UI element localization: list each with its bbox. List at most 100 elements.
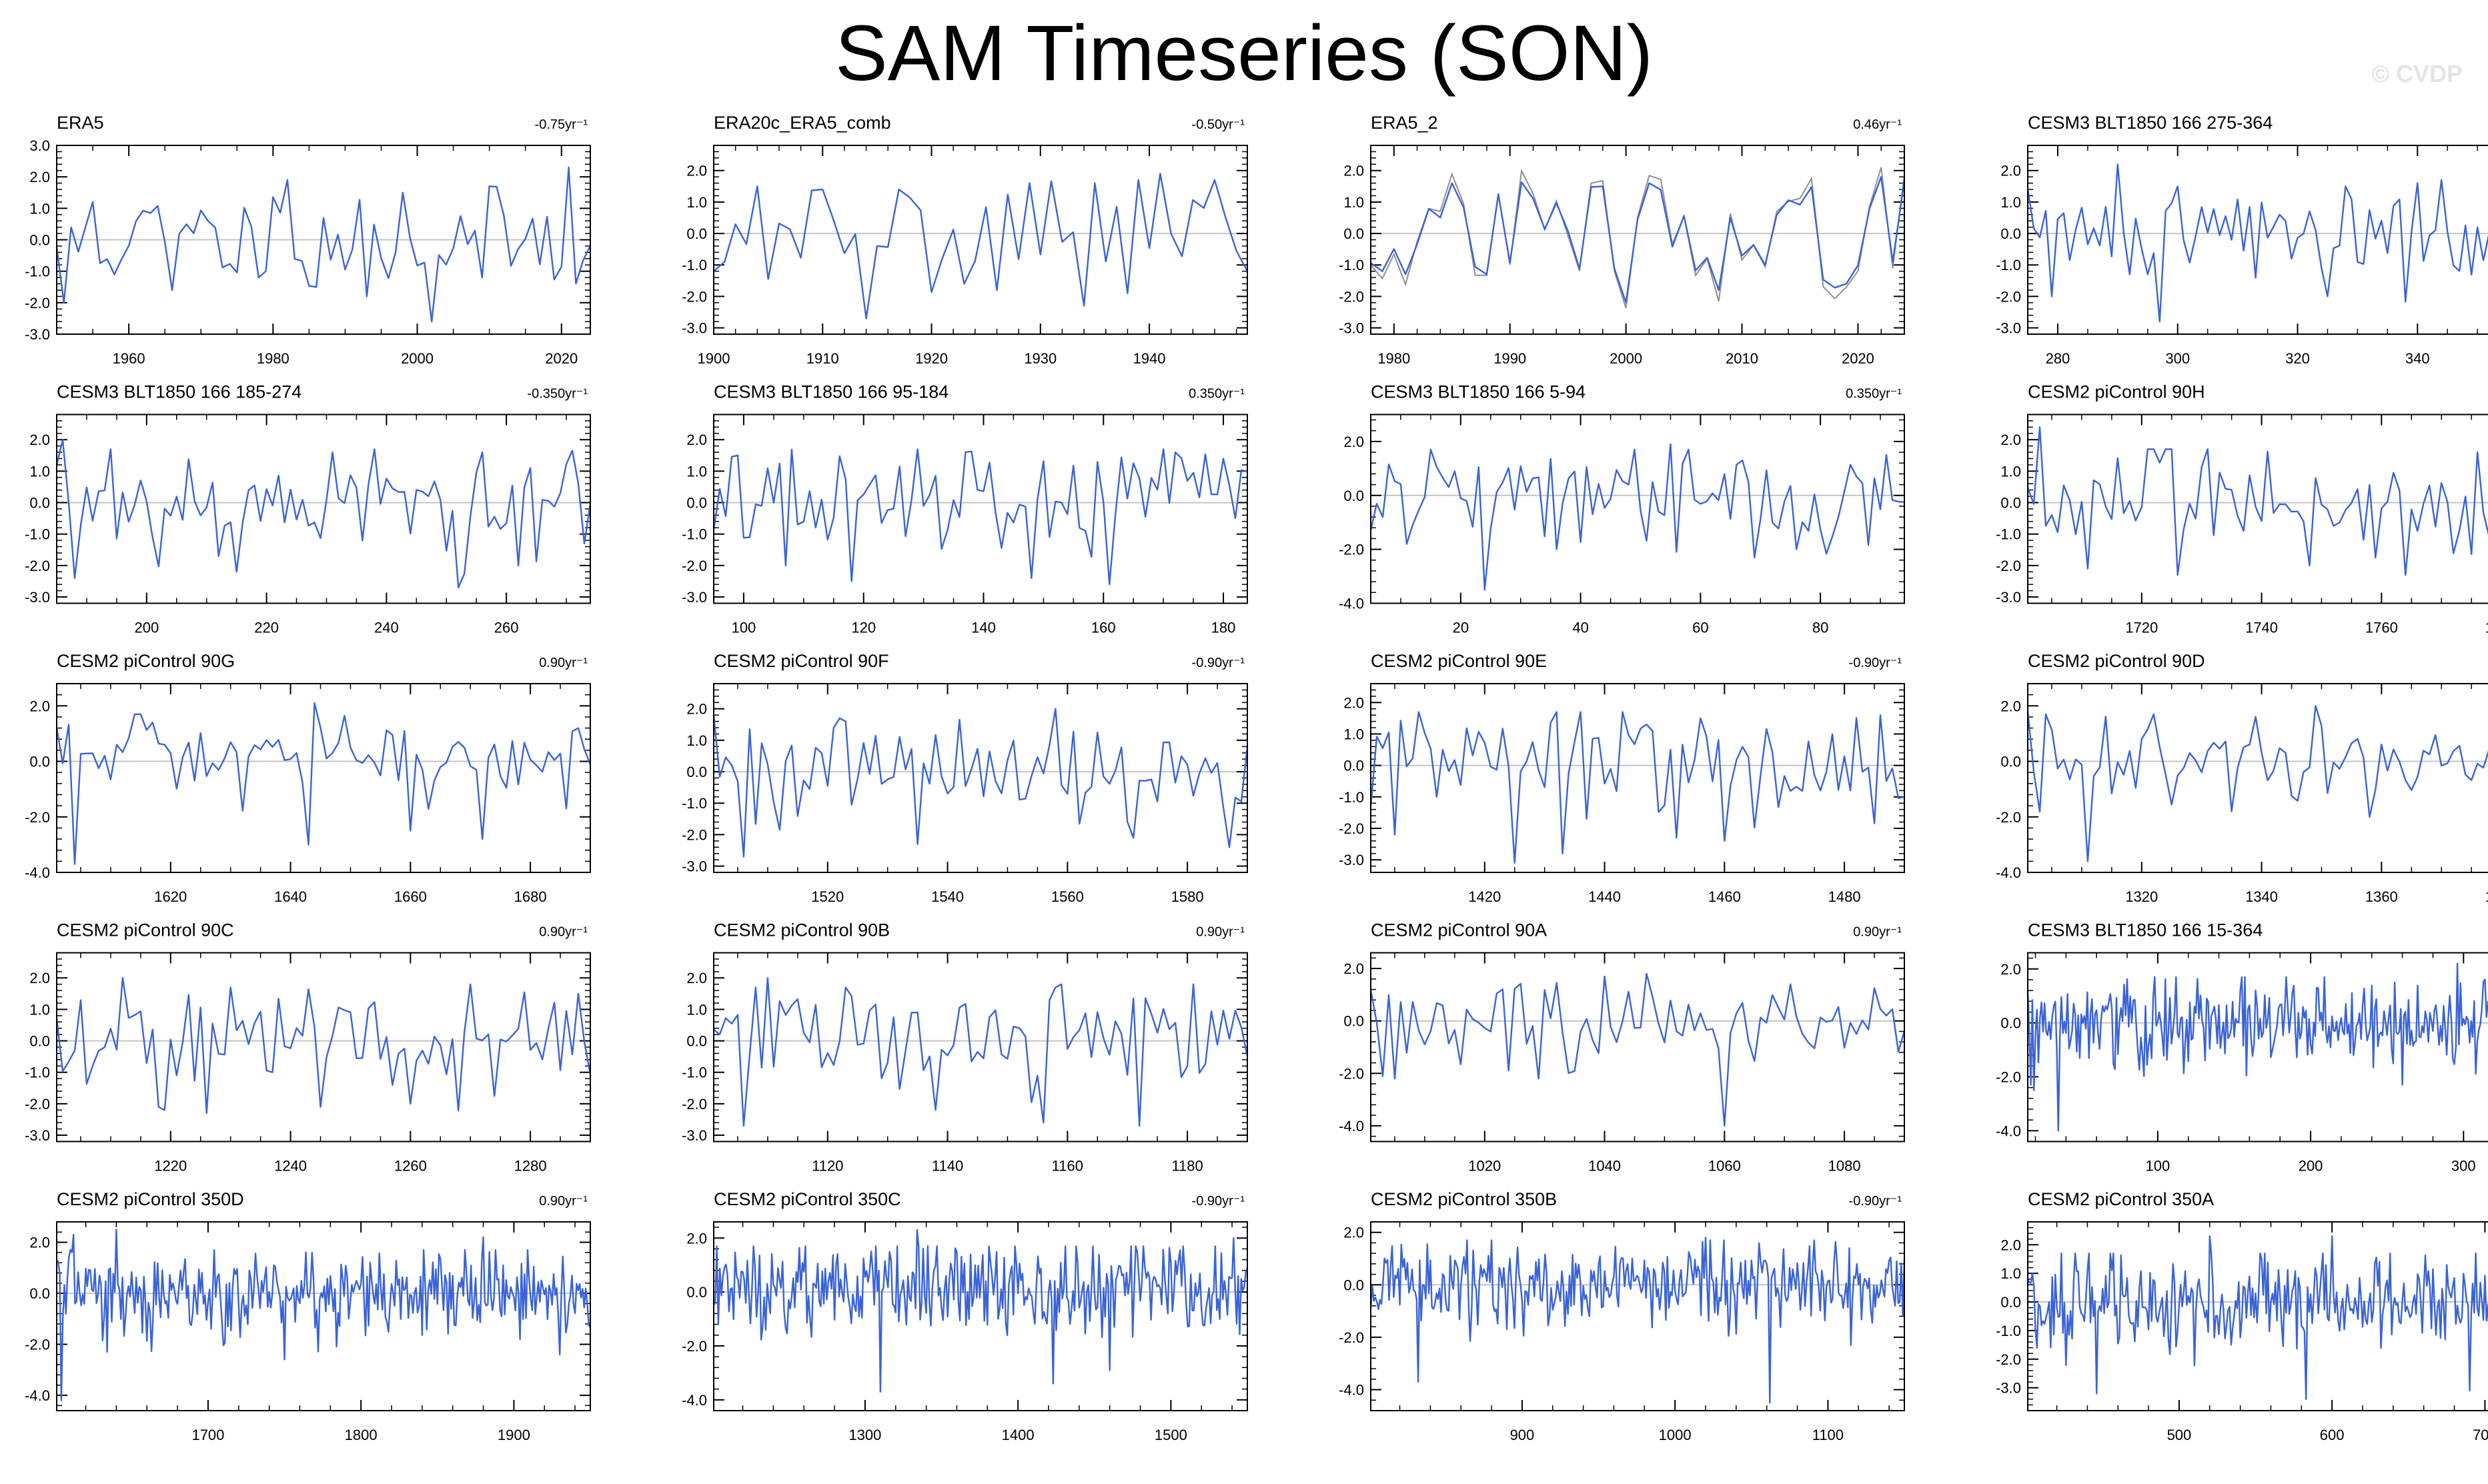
chart-title: CESM2 piControl 90C [57, 920, 234, 940]
chart-panel: CESM2 piControl 350A-0.90yr⁻¹2.01.00.0-1… [1996, 1189, 2488, 1443]
y-tick-label: -3.0 [1996, 1380, 2021, 1397]
y-tick-label: -2.0 [25, 1096, 50, 1112]
trend-label: 0.90yr⁻¹ [1853, 925, 1902, 940]
x-tick-label: 1080 [1828, 1158, 1861, 1175]
x-tick-label: 1640 [274, 888, 307, 905]
series-line [2026, 426, 2488, 576]
y-tick-label: -1.0 [682, 795, 707, 812]
x-tick-label: 300 [2451, 1158, 2476, 1175]
y-tick-label: -2.0 [1996, 558, 2021, 574]
x-tick-label: 1740 [2245, 620, 2278, 636]
x-tick-label: 1800 [345, 1427, 378, 1443]
y-tick-label: 0.0 [686, 1284, 707, 1301]
x-tick-label: 700 [2473, 1427, 2488, 1443]
y-tick-label: -2.0 [1996, 288, 2021, 305]
y-tick-label: -1.0 [1339, 257, 1364, 273]
x-tick-label: 80 [1812, 620, 1828, 636]
y-tick-label: -2.0 [1996, 1068, 2021, 1085]
chart-panel: CESM2 piControl 90H-0.350yr⁻¹2.01.00.0-1… [1996, 382, 2488, 636]
x-tick-label: 1540 [931, 888, 964, 905]
trend-label: -0.75yr⁻¹ [535, 117, 588, 132]
y-tick-label: 2.0 [2000, 163, 2021, 179]
y-tick-label: -3.0 [25, 326, 50, 343]
y-tick-label: -3.0 [1339, 320, 1364, 337]
chart-title: ERA20c_ERA5_comb [714, 113, 891, 133]
plot-frame [56, 145, 591, 335]
x-tick-label: 2010 [1726, 350, 1758, 367]
y-tick-label: -4.0 [1339, 596, 1364, 612]
chart-panel: CESM2 piControl 350B -0.90yr⁻¹ 2.0 0.0 -2.0 -… [1339, 1189, 1906, 1443]
series-line [55, 166, 592, 323]
plot-frame [2027, 683, 2488, 873]
x-tick-label: 200 [2299, 1158, 2323, 1175]
y-tick-label: -3.0 [682, 589, 707, 606]
trend-label: 0.90yr⁻¹ [539, 925, 588, 940]
x-tick-label: 2000 [1610, 350, 1642, 367]
x-tick-label: 340 [2405, 350, 2430, 367]
x-tick-label: 1340 [2245, 888, 2278, 905]
chart-title: CESM3 BLT1850 166 185-274 [57, 382, 301, 402]
x-tick-label: 1160 [1052, 1158, 1083, 1175]
plot-frame [2027, 952, 2488, 1143]
chart-panel: CESM2 piControl 90E -0.90yr⁻¹ 2.0 1.0 0.0 -1.… [1339, 651, 1905, 905]
chart-title: CESM2 piControl 350D [57, 1189, 244, 1209]
y-tick-label: 0.0 [1343, 225, 1364, 242]
y-tick-label: 1.0 [686, 463, 707, 480]
chart-title: CESM2 piControl 350C [714, 1189, 901, 1209]
y-tick-label: 1.0 [1343, 726, 1364, 742]
y-tick-label: 0.0 [2000, 754, 2021, 770]
trend-label: -0.90yr⁻¹ [1849, 656, 1902, 670]
x-tick-label: 1220 [154, 1158, 187, 1175]
y-tick-label: 2.0 [29, 698, 50, 714]
chart-title: ERA5 [57, 113, 104, 133]
x-tick-label: 1420 [1468, 888, 1501, 905]
x-tick-label: 100 [2145, 1158, 2170, 1175]
series-line [713, 976, 1249, 1127]
y-tick-label: -2.0 [1339, 820, 1364, 837]
y-tick-label: -2.0 [1339, 288, 1364, 305]
y-tick-label: 2.0 [2000, 698, 2021, 714]
y-tick-label: 0.0 [686, 495, 707, 512]
y-tick-label: 0.0 [29, 754, 50, 770]
y-tick-label: -2.0 [25, 1337, 50, 1353]
x-tick-label: 1400 [1002, 1427, 1035, 1443]
series-line [2026, 962, 2488, 1132]
y-tick-label: -4.0 [25, 1387, 50, 1404]
x-tick-label: 1930 [1024, 350, 1057, 367]
plot-frame [2027, 414, 2488, 604]
x-tick-label: 1240 [274, 1158, 307, 1175]
y-tick-label: -2.0 [25, 809, 50, 826]
chart-panel: CESM2 piControl 90F -0.90yr⁻¹ 2.0 1.0 0.0 -1.… [682, 651, 1249, 905]
chart-title: CESM2 piControl 90G [57, 651, 235, 671]
y-tick-label: -4.0 [1996, 1123, 2021, 1139]
y-tick-label: -1.0 [682, 526, 707, 543]
x-tick-label: 1140 [932, 1158, 963, 1175]
y-tick-label: -4.0 [1339, 1118, 1364, 1135]
x-tick-label: 1280 [514, 1158, 547, 1175]
x-tick-label: 1990 [1493, 350, 1526, 367]
y-tick-label: -3.0 [682, 858, 707, 875]
x-tick-label: 900 [1510, 1427, 1535, 1443]
x-tick-label: 1360 [2365, 888, 2398, 905]
chart-title: CESM2 piControl 90B [714, 920, 890, 940]
series-line [712, 708, 1249, 858]
y-tick-label: 0.0 [1343, 1277, 1364, 1293]
x-tick-label: 1060 [1708, 1158, 1741, 1175]
plot-frame [713, 683, 1248, 873]
y-tick-label: 1.0 [2000, 194, 2021, 211]
y-tick-label: 0.0 [686, 225, 707, 242]
x-tick-label: 1460 [1708, 888, 1741, 905]
y-tick-label: 2.0 [686, 701, 707, 718]
y-tick-label: 1.0 [29, 200, 50, 217]
trend-label: 0.350yr⁻¹ [1846, 387, 1902, 402]
y-tick-label: 1.0 [2000, 1265, 2021, 1282]
x-tick-label: 40 [1572, 620, 1588, 636]
series-line [55, 976, 592, 1115]
x-tick-label: 140 [971, 620, 996, 636]
series-line [1369, 443, 1905, 591]
plot-frame [56, 1221, 591, 1411]
plot-frame [56, 952, 591, 1143]
y-tick-label: -2.0 [682, 1338, 707, 1355]
x-tick-label: 260 [494, 620, 519, 636]
series-line [1370, 176, 1906, 303]
